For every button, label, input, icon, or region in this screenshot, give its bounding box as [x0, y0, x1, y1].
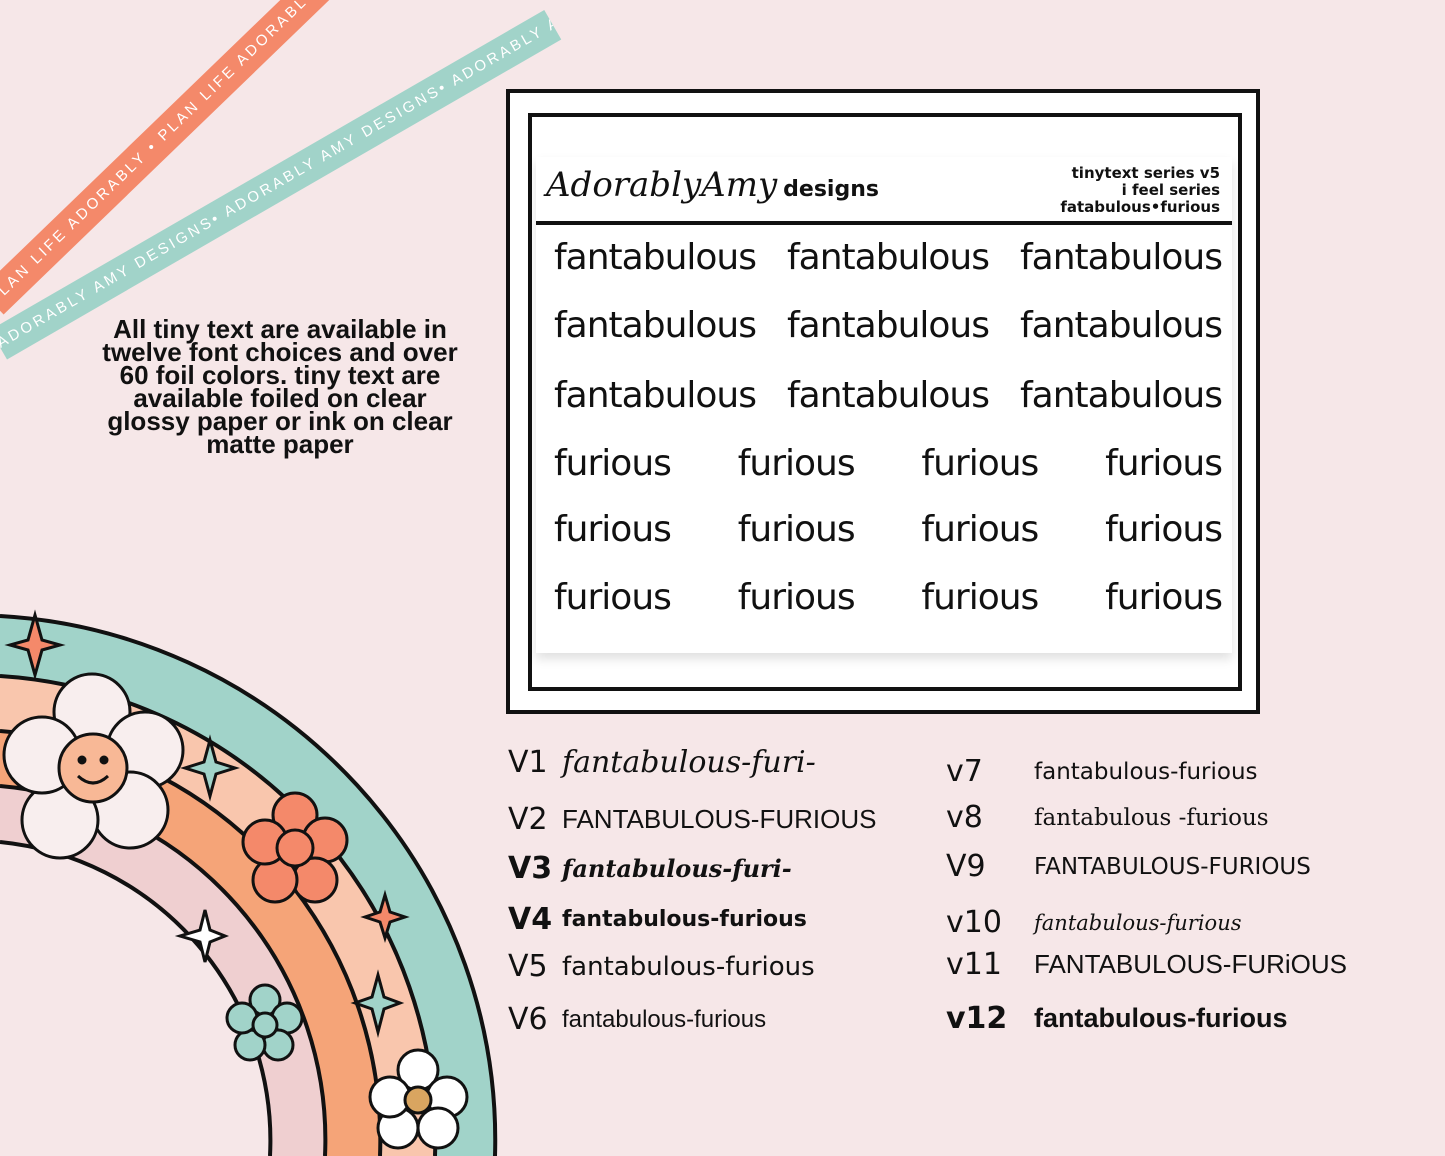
- version-number: V3: [508, 851, 553, 886]
- sticker-word: furious: [554, 443, 672, 484]
- version-sample: fantabulous-furious: [1034, 1003, 1288, 1033]
- font-version-11: v11 FANTABULOUS-FURiOUS: [946, 947, 1347, 982]
- sticker-row: furious furious furious furious: [554, 509, 1223, 550]
- version-sample: fantabulous-furi-: [562, 854, 792, 883]
- version-sample: FANTABULOUS-FURIOUS: [562, 804, 877, 834]
- sticker-word: furious: [737, 577, 856, 618]
- sticker-word: fantabulous: [554, 237, 757, 278]
- sticker-sheet: AdorablyAmy designs tinytext series v5 i …: [536, 157, 1232, 653]
- sticker-word: furious: [921, 509, 1039, 550]
- meta-line: tinytext series v5: [1071, 164, 1220, 182]
- sticker-word: furious: [554, 509, 672, 550]
- version-sample: FANTABULOUS-FURiOUS: [1034, 949, 1347, 979]
- version-number: V4: [508, 902, 553, 937]
- sheet-meta: tinytext series v5 i feel series fatabul…: [1060, 165, 1220, 216]
- version-number: V6: [508, 1002, 548, 1037]
- version-number: V2: [508, 802, 548, 837]
- version-sample: fantabulous-furious: [562, 951, 815, 982]
- sticker-word: furious: [1105, 509, 1223, 550]
- sticker-word: fantabulous: [787, 375, 990, 416]
- sticker-word: fantabulous: [1020, 305, 1223, 346]
- sticker-row: fantabulous fantabulous fantabulous: [554, 305, 1223, 346]
- font-version-7: v7 fantabulous-furious: [946, 754, 1258, 789]
- sticker-word: fantabulous: [787, 305, 990, 346]
- version-sample: fantabulous-furious: [1034, 758, 1258, 785]
- version-number: v10: [946, 905, 1002, 940]
- description-text: All tiny text are available in twelve fo…: [102, 314, 458, 459]
- sticker-word: furious: [1105, 443, 1223, 484]
- sticker-row: furious furious furious furious: [554, 443, 1223, 484]
- version-number: v11: [946, 947, 1002, 982]
- sheet-header: AdorablyAmy designs tinytext series v5 i …: [536, 157, 1232, 225]
- sticker-preview-frame: AdorablyAmy designs tinytext series v5 i …: [506, 89, 1260, 714]
- logo-word: designs: [783, 177, 879, 202]
- brand-logo: AdorablyAmy designs: [546, 165, 879, 205]
- font-version-5: V5 fantabulous-furious: [508, 949, 815, 984]
- white-flower-icon: [368, 1048, 469, 1150]
- teal-flower-icon: [225, 983, 304, 1062]
- sticker-row: fantabulous fantabulous fantabulous: [554, 375, 1223, 416]
- font-version-3: V3 fantabulous-furi-: [508, 851, 792, 886]
- version-sample: fantabulous-furious: [1034, 910, 1242, 935]
- font-version-6: V6 fantabulous-furious: [508, 1002, 766, 1037]
- version-sample: fantabulous-furi-: [562, 745, 816, 780]
- font-version-2: V2 FANTABULOUS-FURIOUS: [508, 802, 876, 837]
- daisy-flower-icon: [2, 672, 185, 860]
- rainbow-inner: [0, 842, 271, 1156]
- rainbow-illustration: [0, 609, 498, 1156]
- sticker-word: fantabulous: [1020, 237, 1223, 278]
- sticker-word: fantabulous: [554, 375, 757, 416]
- font-version-1: V1 fantabulous-furi-: [508, 745, 816, 780]
- sticker-word: furious: [737, 509, 856, 550]
- version-sample: fantabulous -furious: [1034, 804, 1269, 831]
- sticker-word: fantabulous: [787, 237, 990, 278]
- sticker-word: furious: [554, 577, 672, 618]
- sparkle-icon: [360, 889, 410, 944]
- version-sample: FANTABULOUS-FURIOUS: [1034, 853, 1311, 880]
- meta-line: i feel series: [1121, 181, 1220, 199]
- version-number: v7: [946, 754, 983, 789]
- logo-script: AdorablyAmy: [546, 165, 778, 205]
- font-version-10: v10 fantabulous-furious: [946, 905, 1242, 940]
- sparkle-icon: [174, 909, 230, 963]
- sticker-word: furious: [1105, 577, 1223, 618]
- version-number: V1: [508, 745, 548, 780]
- sticker-row: furious furious furious furious: [554, 577, 1223, 618]
- meta-line: fatabulous•furious: [1060, 198, 1220, 216]
- version-number: v8: [946, 800, 983, 835]
- sparkle-icon: [4, 609, 66, 681]
- sparkle-icon: [180, 734, 240, 802]
- version-number: V5: [508, 949, 548, 984]
- font-version-4: V4 fantabulous-furious: [508, 902, 807, 937]
- sticker-word: furious: [921, 577, 1039, 618]
- sparkle-icon: [350, 969, 405, 1038]
- version-sample: fantabulous-furious: [562, 907, 807, 932]
- sticker-word: furious: [737, 443, 856, 484]
- sticker-inner-border: AdorablyAmy designs tinytext series v5 i …: [528, 113, 1242, 691]
- version-number: v12: [946, 1001, 1008, 1036]
- sticker-word: fantabulous: [1020, 375, 1223, 416]
- font-version-8: v8 fantabulous -furious: [946, 800, 1269, 835]
- sticker-word: fantabulous: [554, 305, 757, 346]
- font-version-12: v12 fantabulous-furious: [946, 1001, 1287, 1036]
- sticker-row: fantabulous fantabulous fantabulous: [554, 237, 1223, 278]
- sticker-word: furious: [921, 443, 1039, 484]
- version-number: V9: [946, 849, 986, 884]
- orange-flower-icon: [241, 791, 349, 904]
- font-version-9: V9 FANTABULOUS-FURIOUS: [946, 849, 1311, 884]
- version-sample: fantabulous-furious: [562, 1005, 767, 1033]
- ribbon-adorably-amy-designs: ADORABLY AMY DESIGNS• ADORABLY AMY DESIG…: [0, 10, 562, 360]
